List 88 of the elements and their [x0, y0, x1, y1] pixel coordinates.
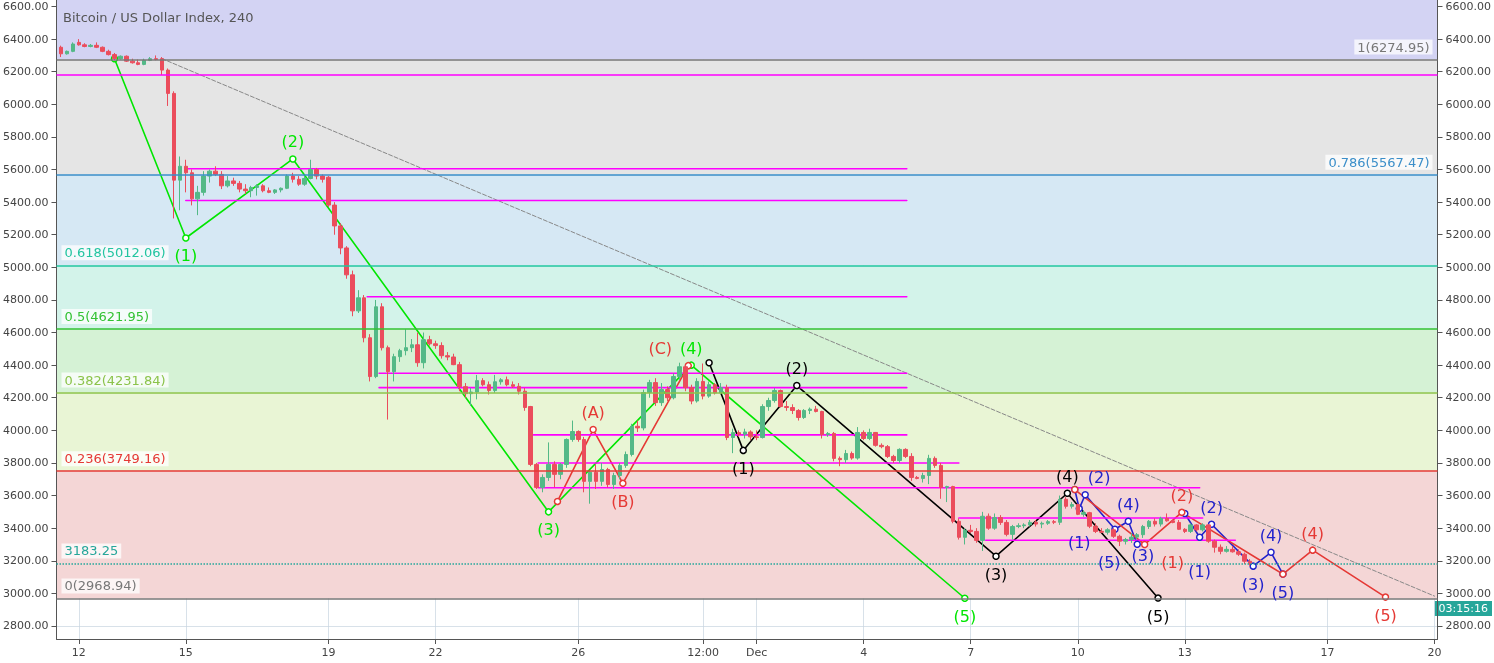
annotation: (1): [174, 246, 198, 266]
x-tick-label: 22: [428, 646, 443, 659]
annotation: (1): [1161, 552, 1184, 572]
y-tick-label: 6000.00: [2, 97, 49, 111]
ref-line-label: 0.5(4621.95): [64, 308, 150, 324]
annotation: (4): [679, 338, 703, 358]
y2-tick-label: 5600.00: [1445, 163, 1492, 177]
y-tick-label: 3000.00: [2, 586, 49, 600]
y2-tick-label: 3000.00: [1445, 586, 1492, 600]
annotation: (3): [1241, 574, 1265, 594]
y-tick-label: 4600.00: [2, 326, 49, 340]
y-tick-label: 4400.00: [2, 358, 49, 372]
y-tick-label: 2800.00: [2, 619, 49, 633]
y2-tick-label: 4800.00: [1445, 293, 1492, 307]
y-tick-label: 5400.00: [2, 195, 49, 209]
y-tick-label: 3200.00: [2, 554, 49, 568]
x-tick-label: 26: [571, 646, 586, 659]
annotation: (3): [1131, 545, 1155, 565]
y2-tick-label: 6200.00: [1445, 65, 1492, 79]
x-tick-label: 7: [967, 646, 975, 659]
text: 03:15:16: [1438, 602, 1488, 615]
annotation: (3): [984, 564, 1008, 584]
x-tick-label: 13: [1177, 646, 1192, 659]
x-tick-label: 4: [860, 646, 868, 659]
ref-line-label: 0(2968.94): [64, 578, 137, 594]
annotation: (B): [611, 491, 635, 511]
annotation: (2): [281, 132, 305, 152]
y-tick-label: 5800.00: [2, 130, 49, 144]
annotation: (2): [1170, 485, 1194, 505]
annotation: (5): [953, 606, 977, 626]
y2-tick-label: 6000.00: [1445, 97, 1492, 111]
y2-tick-label: 5800.00: [1445, 130, 1492, 144]
y-tick-label: 3400.00: [2, 521, 49, 535]
x-tick-label: 12: [71, 646, 86, 659]
y-tick-label: 6200.00: [2, 65, 49, 79]
ref-line-label: 3183.25: [64, 543, 119, 559]
x-tick-label: Dec: [746, 646, 768, 659]
text: Bitcoin / US Dollar Index, 240: [63, 10, 254, 25]
annotation: (4): [1056, 466, 1079, 486]
y-tick-label: 6400.00: [2, 32, 49, 46]
annotation: (5): [1146, 606, 1170, 626]
annotation: (4): [1301, 523, 1324, 543]
ref-line-label: 0.786(5567.47): [1328, 154, 1430, 170]
y-tick-label: 6600.00: [2, 0, 49, 14]
y2-tick-label: 6400.00: [1445, 32, 1492, 46]
y-tick-label: 5600.00: [2, 163, 49, 177]
annotation: (C): [648, 339, 673, 359]
y2-tick-label: 4200.00: [1445, 391, 1492, 405]
ref-line-label: 0.236(3749.16): [64, 451, 166, 467]
x-tick-label: 17: [1320, 646, 1335, 659]
annotation: (2): [1087, 468, 1111, 488]
x-tick-label: 19: [321, 646, 336, 659]
y2-tick-label: 3400.00: [1445, 521, 1492, 535]
annotation: (2): [1200, 497, 1223, 517]
y2-tick-label: 5200.00: [1445, 228, 1492, 242]
y-tick-label: 5000.00: [2, 260, 49, 274]
x-tick-label: 15: [178, 646, 193, 659]
y2-tick-label: 5000.00: [1445, 260, 1492, 274]
y-tick-label: 4800.00: [2, 293, 49, 307]
x-tick-label: 12:00: [687, 646, 719, 659]
annotation: (A): [581, 403, 605, 423]
ref-line-label: 0.618(5012.06): [64, 245, 166, 261]
ref-line-label: 0.382(4231.84): [64, 372, 166, 388]
y-tick-label: 3600.00: [2, 489, 49, 503]
annotation: (4): [1116, 494, 1140, 514]
y-tick-label: 4200.00: [2, 391, 49, 405]
annotation: (5): [1097, 552, 1121, 572]
y2-tick-label: 6600.00: [1445, 0, 1492, 14]
annotation: (3): [537, 520, 560, 540]
y2-tick-label: 3200.00: [1445, 554, 1492, 568]
y2-tick-label: 2800.00: [1445, 619, 1492, 633]
annotation: (1): [1188, 561, 1211, 581]
y-tick-label: 4000.00: [2, 423, 49, 437]
annotation: (4): [1259, 525, 1283, 545]
annotation: (2): [785, 359, 809, 379]
x-tick-label: 10: [1070, 646, 1085, 659]
annotation: (5): [1374, 605, 1397, 625]
y2-tick-label: 3800.00: [1445, 456, 1492, 470]
y2-tick-label: 4000.00: [1445, 423, 1492, 437]
x-tick-label: 20: [1427, 646, 1442, 659]
y2-tick-label: 4400.00: [1445, 358, 1492, 372]
y-tick-label: 5200.00: [2, 228, 49, 242]
y-tick-label: 3800.00: [2, 456, 49, 470]
y2-tick-label: 4600.00: [1445, 326, 1492, 340]
ref-line-label: 1(6274.95): [1357, 39, 1430, 55]
y2-tick-label: 5400.00: [1445, 195, 1492, 209]
annotation: (5): [1271, 582, 1295, 602]
y2-tick-label: 3600.00: [1445, 489, 1492, 503]
